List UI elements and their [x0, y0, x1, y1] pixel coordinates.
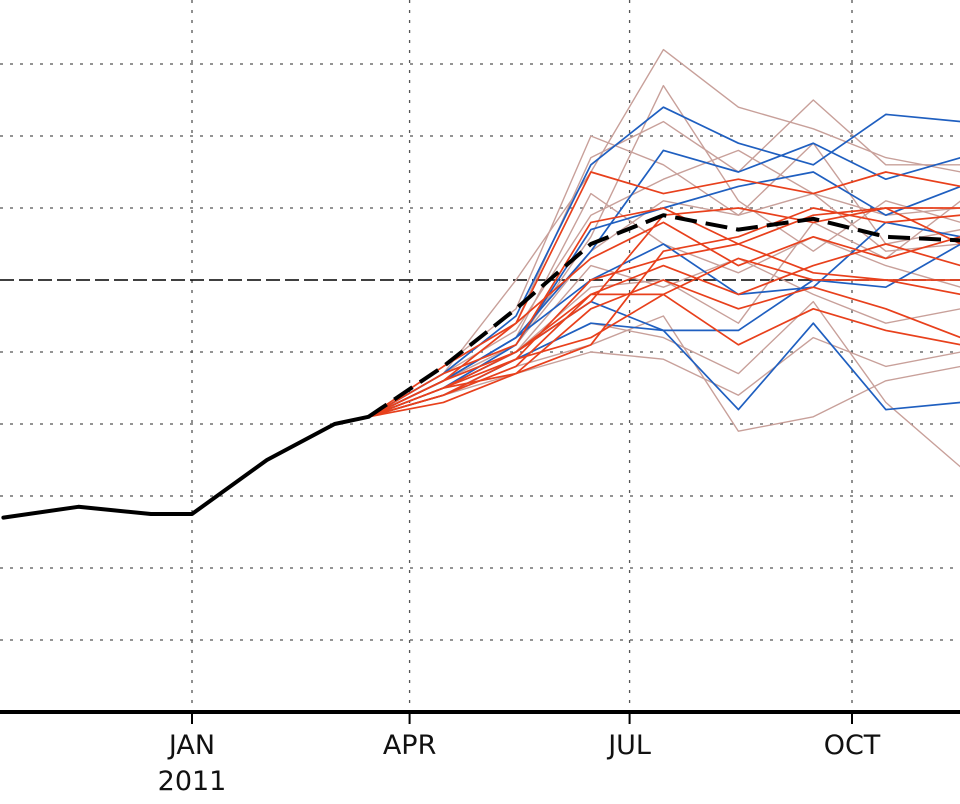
- x-tick-label: JUL: [606, 730, 651, 761]
- ensemble-member-line-warm-8: [368, 257, 960, 418]
- x-tick-sublabel: 2011: [158, 766, 227, 797]
- grid-layer: [0, 0, 960, 712]
- ensemble-member-line-warm-3: [368, 243, 960, 418]
- ensemble-members: [368, 48, 960, 468]
- x-tick-label: APR: [383, 730, 437, 761]
- ensemble-member-line-warm-0: [368, 171, 960, 418]
- ensemble-member-line-neutral-16: [368, 48, 960, 418]
- ensemble-member-line-warm-1: [368, 207, 960, 418]
- ensemble-member-line-neutral-25: [368, 336, 960, 418]
- ensemble-member-line-neutral-21: [368, 149, 960, 418]
- observed-series-line: [1, 414, 371, 520]
- x-tick-label: JAN: [167, 730, 215, 761]
- ensemble-member-line-cold-14: [368, 221, 960, 418]
- ensemble-member-line-warm-9: [368, 207, 960, 418]
- ensemble-member-line-cold-10: [368, 106, 960, 418]
- x-axis-ticks: JAN 2011 APR JUL OCT: [158, 712, 881, 797]
- ensemble-mean-line: [367, 213, 960, 419]
- x-tick-label: OCT: [824, 730, 881, 761]
- ensemble-member-line-warm-7: [368, 221, 960, 418]
